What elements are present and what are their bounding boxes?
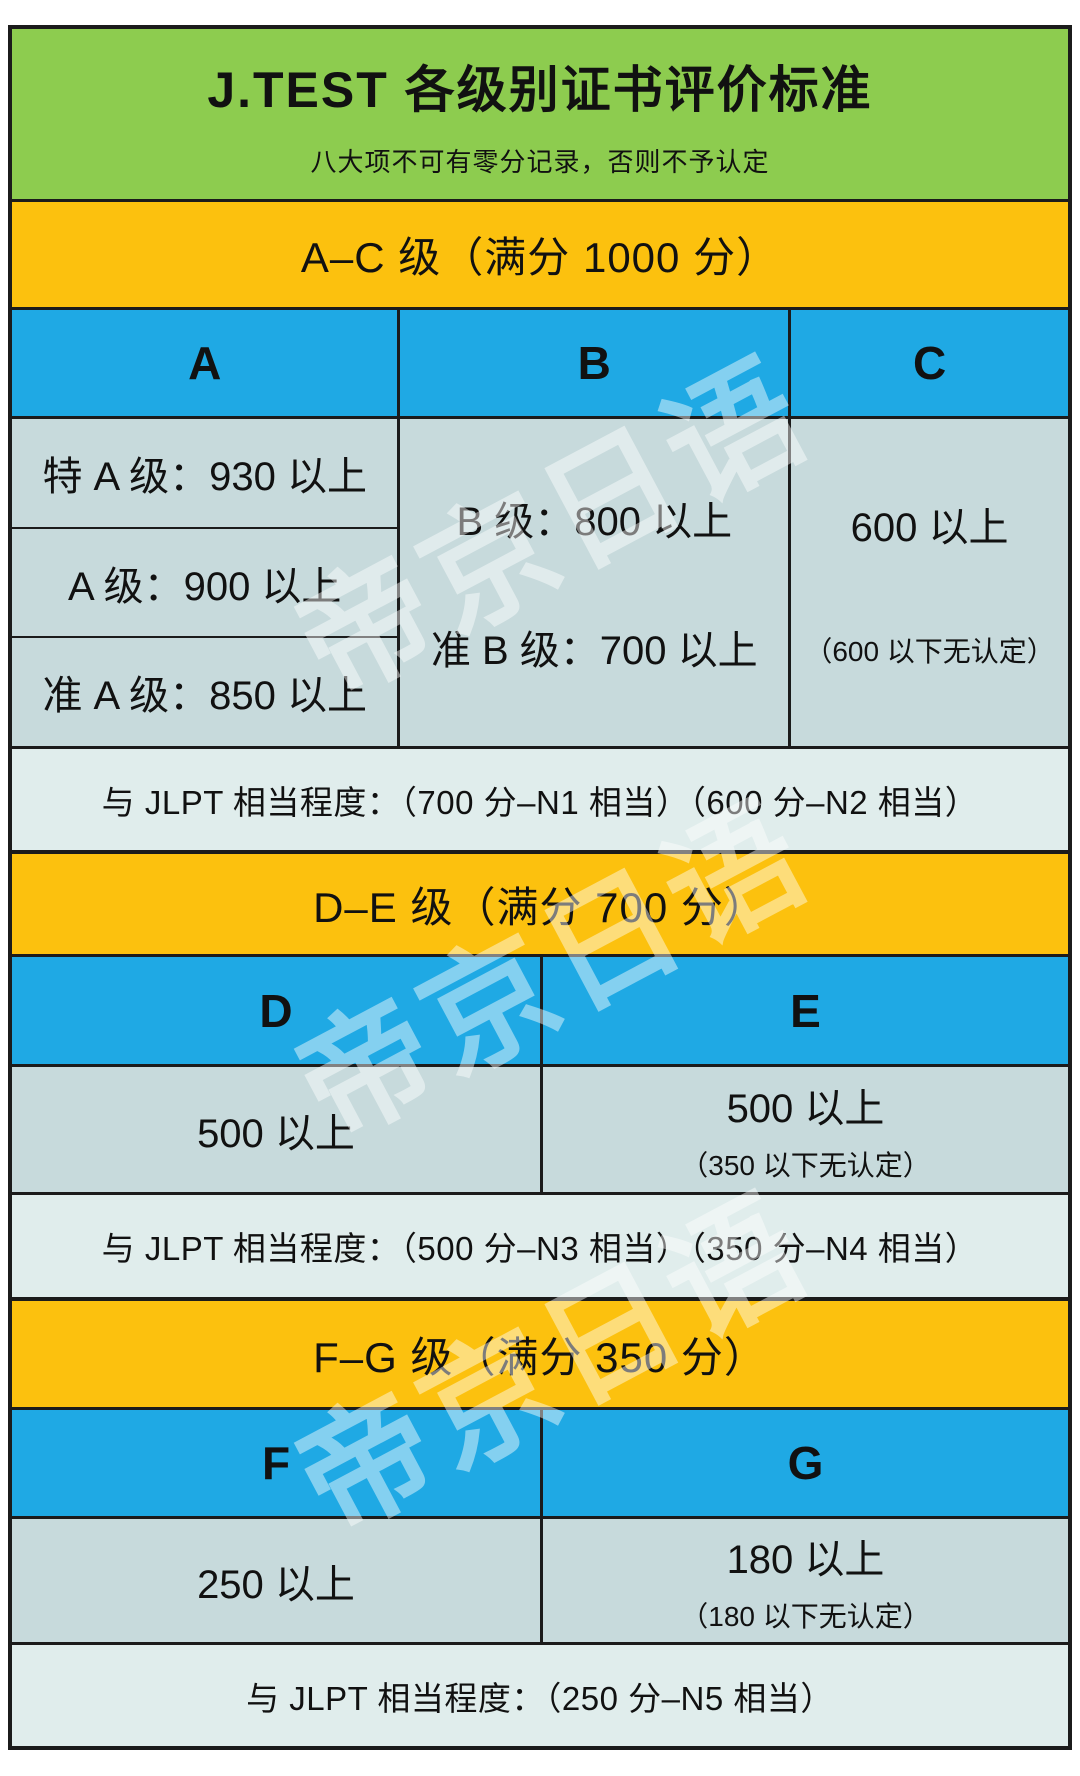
- column-c-cell: 600 以上 （600 以下无认定）: [788, 419, 1068, 746]
- cell-c-note: （600 以下无认定）: [804, 635, 1055, 667]
- column-b-cell: B 级：800 以上 准 B 级：700 以上: [397, 419, 788, 746]
- cell-pre-a: 准 A 级：850 以上: [12, 636, 398, 746]
- cell-g-note: （180 以下无认定）: [680, 1600, 931, 1632]
- column-header-e: E: [540, 957, 1068, 1064]
- cell-g-score: 180 以上: [726, 1537, 885, 1582]
- cell-d-score: 500 以上: [197, 1111, 355, 1156]
- cell-e: 500 以上 （350 以下无认定）: [540, 1067, 1068, 1192]
- cell-special-a: 特 A 级：930 以上: [42, 454, 367, 499]
- band-ac: A–C 级（满分 1000 分）: [12, 199, 1068, 307]
- column-a-cells: 特 A 级：930 以上 A 级：900 以上 准 A 级：850 以上: [12, 419, 398, 746]
- cells-row-de: 500 以上 500 以上 （350 以下无认定）: [12, 1064, 1068, 1192]
- cell-pre-b: 准 B 级：700 以上: [430, 628, 758, 673]
- jlpt-note-de: 与 JLPT 相当程度：（500 分–N3 相当）（350 分–N4 相当）: [12, 1192, 1068, 1297]
- jlpt-note-ac: 与 JLPT 相当程度：（700 分–N1 相当）（600 分–N2 相当）: [12, 746, 1068, 850]
- cell-g: 180 以上 （180 以下无认定）: [540, 1519, 1068, 1642]
- column-header-c: C: [788, 310, 1068, 416]
- cell-c-score: 600 以上: [850, 506, 1009, 551]
- page-title: J.TEST 各级别证书评价标准: [207, 61, 873, 118]
- column-header-a: A: [188, 337, 222, 389]
- cell-a: A 级：900 以上: [12, 526, 398, 637]
- jtest-score-table: J.TEST 各级别证书评价标准 八大项不可有零分记录，否则不予认定 A–C 级…: [8, 25, 1072, 1750]
- column-header-g: G: [540, 1410, 1068, 1516]
- column-header-row-abc: A B C: [12, 307, 1068, 416]
- jlpt-note-fg: 与 JLPT 相当程度：（250 分–N5 相当）: [12, 1642, 1068, 1746]
- column-header-d: D: [259, 984, 293, 1037]
- table-header: J.TEST 各级别证书评价标准 八大项不可有零分记录，否则不予认定: [12, 29, 1068, 199]
- column-header-b: B: [397, 310, 788, 416]
- column-header-row-fg: F G: [12, 1407, 1068, 1516]
- cell-e-score: 500 以上: [726, 1086, 885, 1131]
- cell-b: B 级：800 以上: [456, 500, 733, 545]
- cells-row-abc: 特 A 级：930 以上 A 级：900 以上 准 A 级：850 以上 B 级…: [12, 416, 1068, 746]
- band-de: D–E 级（满分 700 分）: [12, 850, 1068, 954]
- cell-f-score: 250 以上: [197, 1562, 355, 1607]
- cells-row-fg: 250 以上 180 以上 （180 以下无认定）: [12, 1516, 1068, 1642]
- column-header-f: F: [261, 1437, 291, 1489]
- band-fg: F–G 级（满分 350 分）: [12, 1297, 1068, 1407]
- cell-e-note: （350 以下无认定）: [680, 1149, 931, 1181]
- column-header-row-de: D E: [12, 954, 1068, 1064]
- page-subtitle: 八大项不可有零分记录，否则不予认定: [310, 146, 770, 177]
